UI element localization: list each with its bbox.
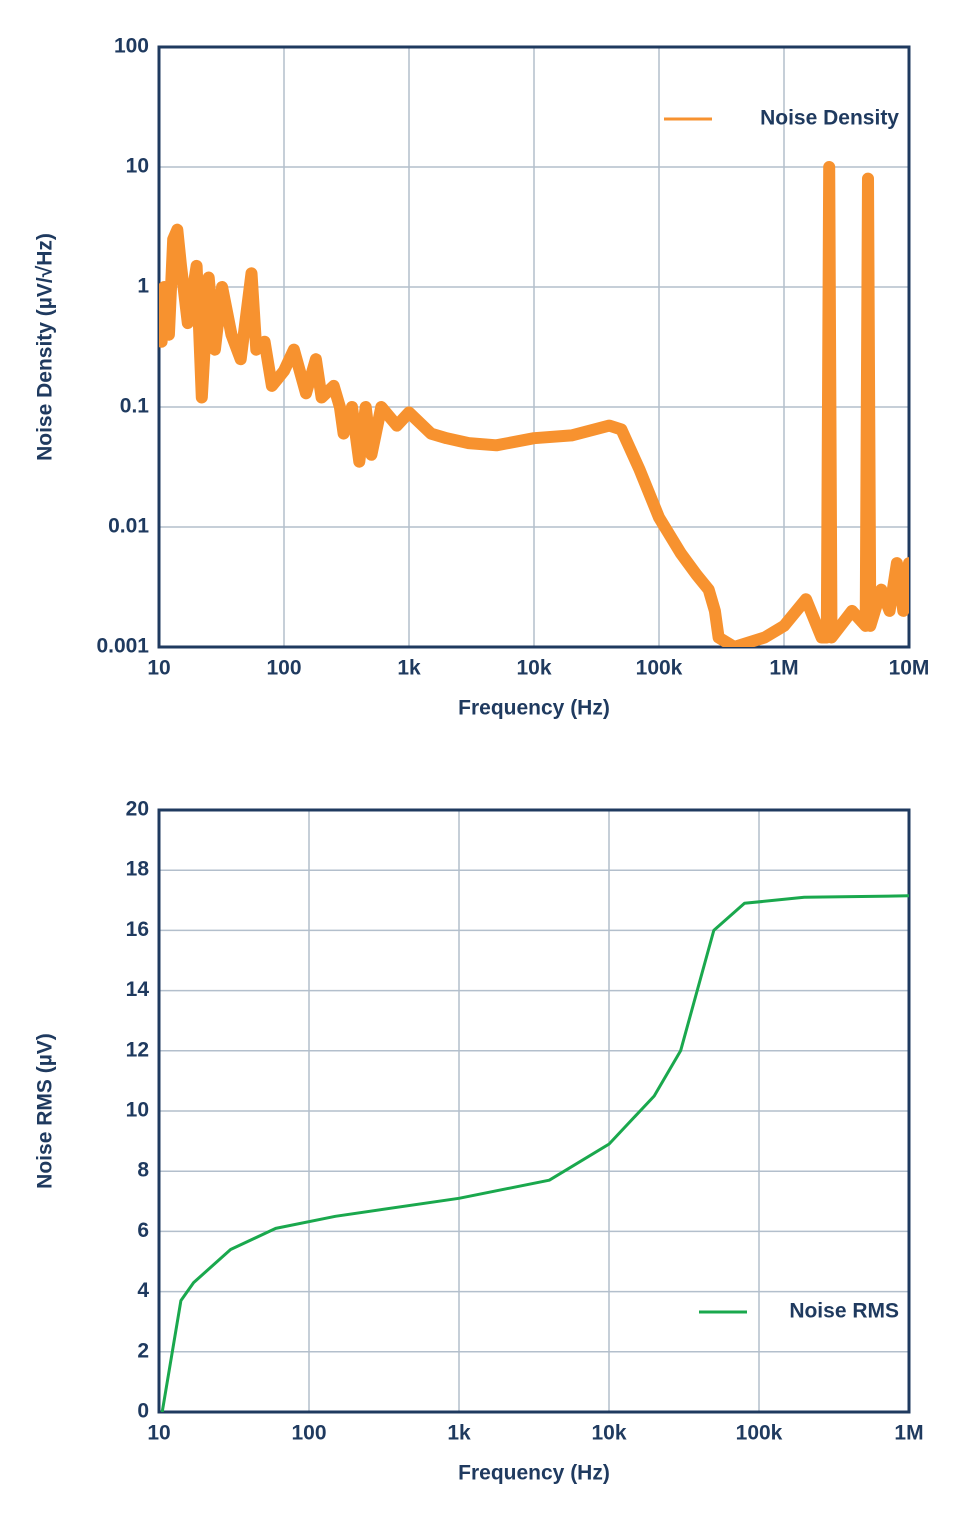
legend-label: Noise Density — [760, 107, 899, 130]
x-axis-label: Frequency (Hz) — [458, 1462, 610, 1485]
y-tick-label: 0.1 — [120, 395, 150, 418]
x-tick-label: 10 — [147, 657, 170, 680]
y-tick-label: 14 — [126, 978, 150, 1001]
y-tick-label: 0.01 — [108, 515, 149, 538]
y-tick-label: 8 — [137, 1159, 149, 1182]
x-tick-label: 10k — [516, 657, 551, 680]
y-tick-label: 10 — [126, 1099, 149, 1122]
x-tick-label: 1M — [894, 1422, 923, 1445]
x-tick-label: 1k — [447, 1422, 471, 1445]
y-tick-label: 20 — [126, 798, 149, 821]
y-axis-label: Noise RMS (µV) — [34, 1033, 57, 1189]
data-line — [159, 161, 909, 647]
x-tick-label: 10 — [147, 1422, 170, 1445]
x-tick-label: 10k — [591, 1422, 626, 1445]
y-tick-label: 2 — [137, 1339, 149, 1362]
y-tick-label: 0 — [137, 1400, 149, 1423]
y-tick-label: 18 — [126, 858, 150, 881]
x-tick-label: 100 — [266, 657, 301, 680]
y-tick-label: 16 — [126, 918, 149, 941]
x-tick-label: 100k — [736, 1422, 783, 1445]
y-tick-label: 4 — [137, 1279, 149, 1302]
y-tick-label: 0.001 — [96, 635, 149, 658]
data-line — [160, 894, 909, 1412]
y-tick-label: 1 — [137, 275, 149, 298]
x-tick-label: 1k — [397, 657, 421, 680]
x-tick-label: 100k — [636, 657, 683, 680]
x-tick-label: 10M — [889, 657, 930, 680]
y-tick-label: 12 — [126, 1038, 149, 1061]
y-axis-label: Noise Density (µV/√Hz) — [34, 233, 57, 461]
y-tick-label: 100 — [114, 35, 149, 58]
x-tick-label: 1M — [769, 657, 798, 680]
y-tick-label: 6 — [137, 1219, 149, 1242]
x-axis-label: Frequency (Hz) — [458, 697, 610, 720]
legend-label: Noise RMS — [789, 1300, 899, 1323]
x-tick-label: 100 — [291, 1422, 326, 1445]
y-tick-label: 10 — [126, 155, 149, 178]
plot-frame — [157, 808, 911, 1414]
